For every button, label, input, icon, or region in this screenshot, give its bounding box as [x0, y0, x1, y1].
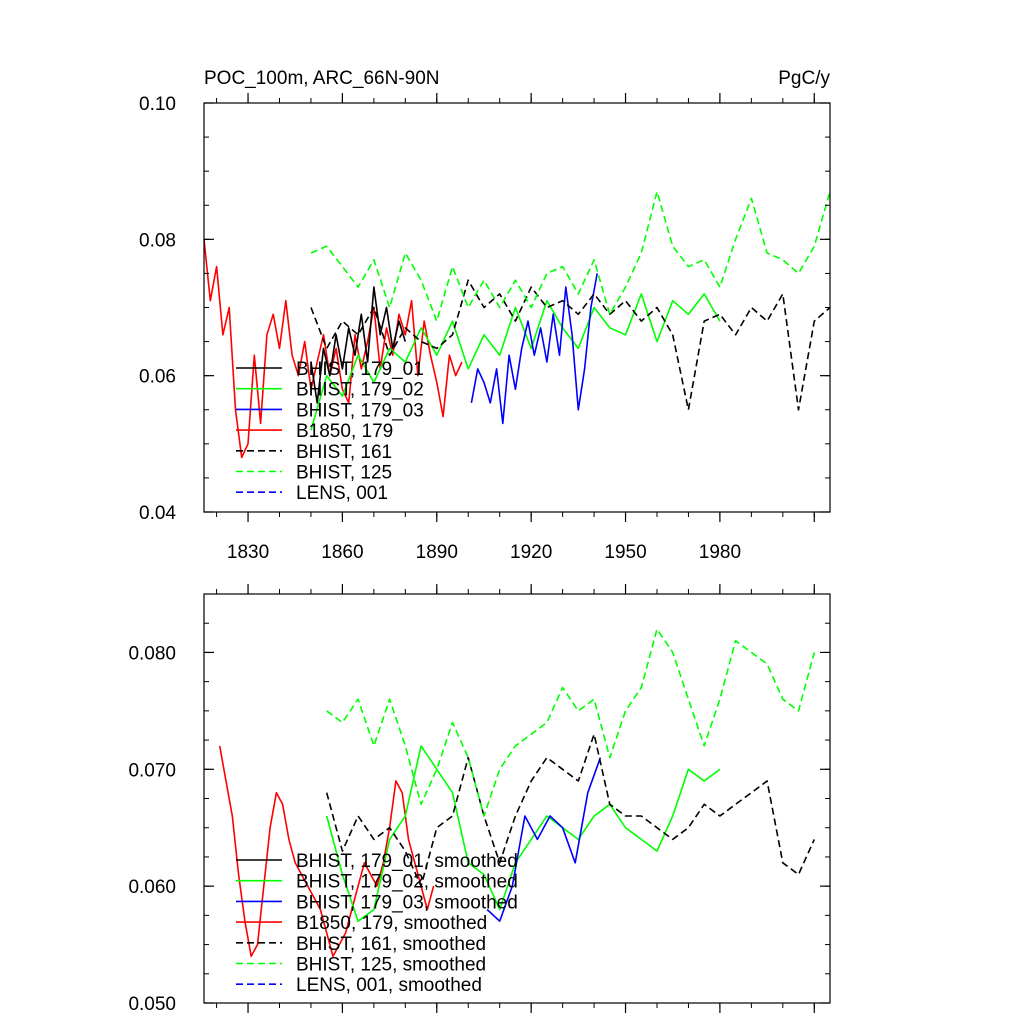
bottom-y-tick-label: 0.050: [128, 994, 176, 1015]
top-series-line-5: [310, 190, 831, 322]
bottom-y-tick-label: 0.060: [128, 877, 176, 898]
chart-title-right: PgC/y: [778, 68, 830, 89]
top-series-line-0: [203, 239, 463, 459]
bottom-legend-label: BHIST, 161, smoothed: [296, 934, 486, 955]
bottom-y-tick-label: 0.070: [128, 760, 176, 781]
top-series-line-4: [310, 279, 831, 411]
top-y-tick-label: 0.04: [139, 503, 176, 524]
chart-title-left: POC_100m, ARC_66N-90N: [204, 68, 440, 89]
top-legend-label: BHIST, 179_01: [296, 359, 424, 380]
bottom-legend-label: BHIST, 125, smoothed: [296, 955, 486, 976]
top-y-tick-label: 0.06: [139, 367, 176, 388]
bottom-series-line-3: [325, 733, 816, 887]
top-axes: 0.04 0.06 0.08 0.10 1830 1860 1890 1920 1950 1980: [139, 93, 831, 563]
top-x-tick-label: 1860: [321, 542, 363, 563]
top-legend-label: BHIST, 179_03: [296, 400, 424, 421]
bottom-series-line-0: [218, 745, 435, 958]
bottom-legend-label: B1850, 179, smoothed: [296, 913, 487, 934]
bottom-legend-label: BHIST, 179_03, smoothed: [296, 892, 518, 913]
top-panel: POC_100m, ARC_66N-90N PgC/y 0.04 0.06 0.08…: [139, 68, 831, 563]
top-y-tick-label: 0.10: [139, 94, 176, 115]
bottom-legend-label: LENS, 001, smoothed: [296, 975, 482, 996]
top-legend-label: LENS, 001: [296, 483, 388, 504]
top-series-group: [203, 190, 831, 459]
bottom-series-line-2: [486, 757, 602, 923]
bottom-series-line-1: [325, 745, 721, 923]
bottom-y-tick-label: 0.080: [128, 643, 176, 664]
bottom-series-line-4: [326, 628, 816, 817]
top-series-line-1: [310, 286, 407, 404]
top-legend-label: BHIST, 179_02: [296, 380, 424, 401]
top-series-line-3: [470, 273, 598, 425]
top-x-tick-label: 1950: [604, 542, 646, 563]
top-series-line-2: [310, 293, 721, 431]
bottom-panel: 0.050 0.060 0.070 0.080 BHIST, 179_01, smoo…: [128, 584, 831, 1015]
bottom-series-group: [218, 628, 816, 958]
top-x-tick-label: 1920: [510, 542, 552, 563]
top-legend-label: B1850, 179: [296, 421, 393, 442]
bottom-axes: 0.050 0.060 0.070 0.080: [128, 584, 831, 1015]
top-x-tick-label: 1830: [227, 542, 269, 563]
bottom-legend-label: BHIST, 179_01, smoothed: [296, 851, 518, 872]
top-legend-label: BHIST, 125: [296, 463, 392, 484]
top-y-tick-label: 0.08: [139, 230, 176, 251]
top-x-tick-label: 1890: [416, 542, 458, 563]
top-x-tick-label: 1980: [699, 542, 741, 563]
bottom-legend-label: BHIST, 179_02, smoothed: [296, 872, 518, 893]
top-legend-label: BHIST, 161: [296, 442, 392, 463]
